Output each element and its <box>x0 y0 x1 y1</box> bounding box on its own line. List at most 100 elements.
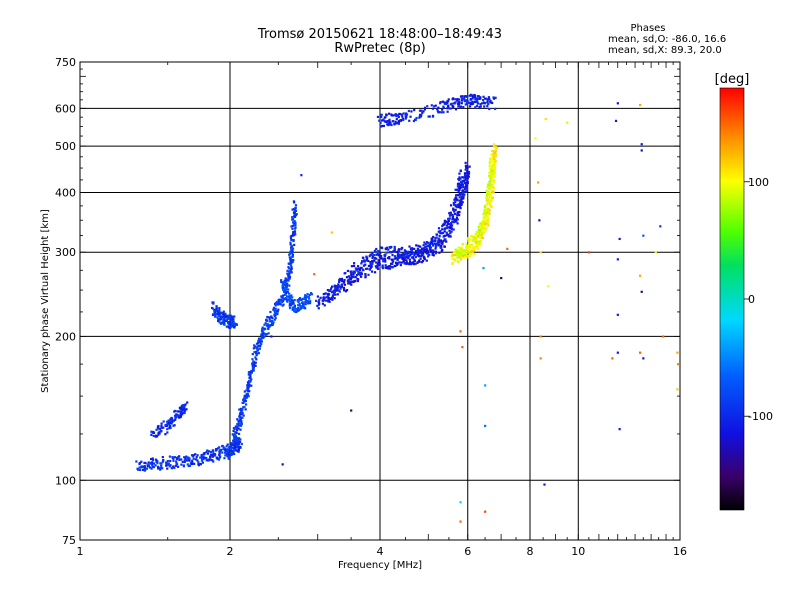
echo-point <box>225 325 228 328</box>
echo-point <box>157 433 160 436</box>
echo-point <box>270 320 273 323</box>
echo-point <box>400 254 403 257</box>
echo-point <box>387 123 390 126</box>
echo-point <box>492 97 496 100</box>
echo-point <box>435 233 439 236</box>
echo-point <box>408 262 412 266</box>
echo-point <box>420 247 424 250</box>
y-tick-label: 200 <box>55 330 76 343</box>
echo-point <box>162 420 165 423</box>
echo-point <box>166 467 169 470</box>
echo-point <box>420 114 423 117</box>
echo-point <box>143 461 146 464</box>
echo-point <box>457 193 460 197</box>
echo-point <box>566 121 569 124</box>
echo-point <box>399 261 402 264</box>
echo-point <box>662 335 665 338</box>
echo-point <box>468 165 471 168</box>
echo-point <box>211 455 214 458</box>
echo-point <box>237 449 240 452</box>
echo-point <box>166 424 169 428</box>
echo-point <box>165 464 168 467</box>
echo-point <box>488 161 491 164</box>
echo-point <box>197 463 200 466</box>
echo-point <box>326 288 329 292</box>
echo-point <box>292 232 295 236</box>
echo-point <box>188 459 191 462</box>
echo-point <box>490 172 493 175</box>
echo-point <box>422 110 425 113</box>
echo-point <box>389 246 392 249</box>
echo-point <box>474 235 477 238</box>
echo-point <box>233 446 236 449</box>
echo-point <box>468 251 471 255</box>
echo-point <box>407 250 410 253</box>
echo-point <box>250 384 253 387</box>
echo-point <box>356 279 359 283</box>
echo-point <box>377 250 380 253</box>
echo-point <box>450 227 453 231</box>
echo-point <box>395 250 398 254</box>
echo-point <box>265 333 268 336</box>
echo-point <box>233 427 236 431</box>
echo-point <box>451 252 454 255</box>
echo-point <box>352 262 356 265</box>
echo-point <box>188 457 191 460</box>
echo-point <box>199 456 202 459</box>
echo-point <box>217 319 220 323</box>
echo-point <box>488 212 491 215</box>
echo-point <box>642 234 645 237</box>
echo-points <box>135 93 680 523</box>
echo-point <box>616 102 619 105</box>
echo-point <box>255 350 258 353</box>
echo-point <box>160 462 163 465</box>
echo-point <box>471 97 474 100</box>
echo-point <box>160 424 163 428</box>
echo-point <box>254 361 257 364</box>
echo-point <box>466 180 469 183</box>
echo-point <box>216 316 219 319</box>
echo-point <box>395 114 398 117</box>
echo-point <box>367 259 370 263</box>
echo-point <box>250 369 253 373</box>
echo-point <box>237 450 240 453</box>
echo-point <box>506 247 509 250</box>
echo-point <box>469 246 472 249</box>
echo-point <box>455 194 458 197</box>
echo-point <box>382 124 385 128</box>
echo-point <box>251 363 254 366</box>
echo-point <box>387 248 390 251</box>
echo-point <box>185 455 188 458</box>
echo-point <box>255 358 258 361</box>
echo-point <box>234 431 237 434</box>
echo-point <box>214 453 217 456</box>
echo-point <box>390 251 393 254</box>
echo-point <box>289 250 292 253</box>
echo-point <box>256 347 259 350</box>
echo-point <box>152 462 156 465</box>
echo-point <box>201 461 204 464</box>
echo-point <box>441 100 444 103</box>
echo-point <box>287 298 290 301</box>
echo-point <box>156 465 160 468</box>
echo-point <box>228 317 231 320</box>
echo-point <box>379 125 382 128</box>
echo-point <box>419 255 423 258</box>
echo-point <box>483 217 486 220</box>
axis-ticks <box>79 61 681 541</box>
echo-point <box>254 364 257 367</box>
echo-point <box>479 226 482 229</box>
echo-point <box>400 113 403 116</box>
echo-point <box>416 247 419 250</box>
echo-point <box>269 324 272 327</box>
echo-point <box>350 265 354 268</box>
echo-point <box>490 199 493 202</box>
echo-point <box>298 307 302 310</box>
echo-point <box>467 175 470 178</box>
echo-point <box>418 116 421 119</box>
echo-point <box>324 292 327 295</box>
echo-point <box>295 310 298 314</box>
echo-point <box>442 111 445 114</box>
echo-point <box>261 328 264 331</box>
